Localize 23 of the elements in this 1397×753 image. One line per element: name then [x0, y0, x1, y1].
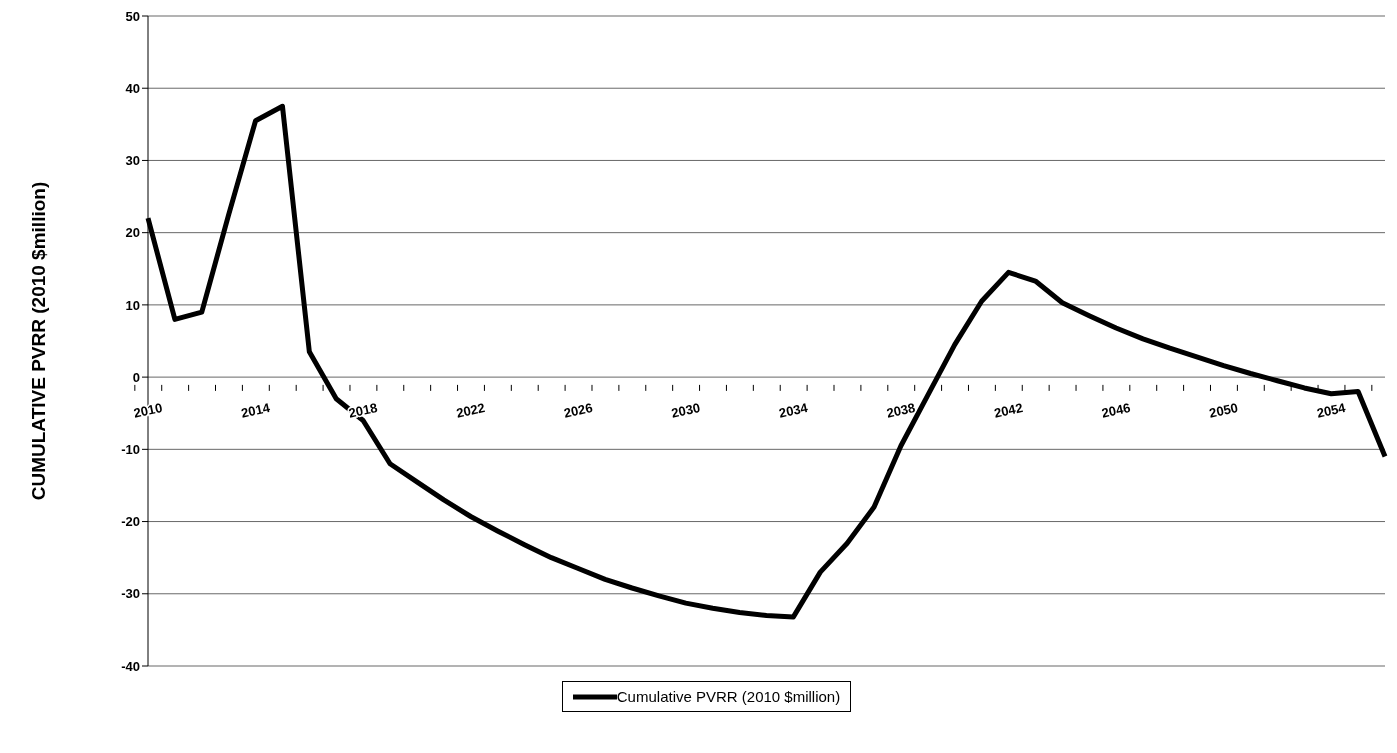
x-tick-label: 2042: [992, 400, 1025, 421]
y-tick-label: -40: [121, 658, 140, 674]
y-tick-label: 50: [125, 8, 140, 24]
y-tick-label: -10: [121, 441, 140, 457]
x-tick-label: 2038: [885, 400, 917, 421]
x-tick-label: 2034: [777, 399, 810, 421]
y-axis-title: CUMULATIVE PVRR (2010 $million): [27, 181, 49, 501]
legend-label: Cumulative PVRR (2010 $million): [616, 688, 841, 705]
y-tick-label: -20: [121, 514, 140, 530]
x-tick-label: 2010: [132, 400, 164, 421]
y-tick-label: -30: [121, 586, 140, 602]
y-tick-label: 30: [125, 153, 140, 169]
y-tick-label: 20: [125, 225, 140, 241]
x-tick-label: 2046: [1100, 400, 1132, 421]
y-tick-label: 0: [132, 369, 140, 385]
x-tick-label: 2054: [1315, 399, 1348, 421]
y-tick-label: 40: [125, 80, 140, 96]
x-tick-label: 2026: [562, 400, 594, 421]
x-tick-label: 2022: [454, 400, 487, 421]
y-tick-label: 10: [125, 297, 140, 313]
x-tick-label: 2030: [670, 400, 702, 421]
x-tick-label: 2050: [1207, 400, 1240, 421]
x-tick-label: 2014: [239, 399, 272, 421]
